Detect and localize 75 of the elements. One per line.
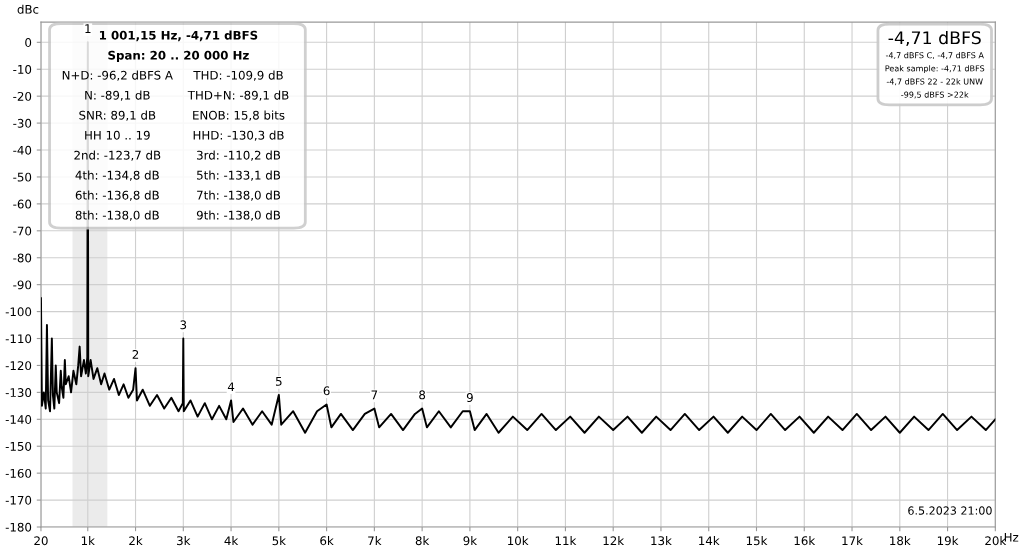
annotation: 6 <box>323 386 330 396</box>
x-tick-label: 16k <box>794 536 816 546</box>
y-tick-label: -110 <box>5 334 32 344</box>
annotation: SNR: 89,1 dB <box>79 110 156 121</box>
x-tick-label: 15k <box>746 536 768 546</box>
y-tick-label: -80 <box>13 253 32 263</box>
y-tick-label: -70 <box>13 226 32 236</box>
x-tick-label: 5k <box>272 536 286 546</box>
annotation: THD+N: -89,1 dB <box>187 90 289 101</box>
y-tick-label: -150 <box>5 441 32 451</box>
y-tick-label: -50 <box>13 172 32 182</box>
annotation: 1 001,15 Hz, -4,71 dBFS <box>99 30 258 42</box>
x-tick-label: 18k <box>890 536 911 546</box>
y-tick-label: -130 <box>5 388 32 398</box>
annotation: 4th: -134,8 dB <box>75 170 159 181</box>
y-tick-label: -90 <box>13 280 32 290</box>
annotation: -4,7 dBFS C, -4,7 dBFS A <box>885 52 984 60</box>
annotation: 4 <box>227 382 235 392</box>
annotation: 3rd: -110,2 dB <box>197 150 281 161</box>
annotation: -4,7 dBFS 22 - 22k UNW <box>886 78 983 86</box>
annotation: 9 <box>466 393 473 402</box>
x-tick-label: 20 <box>34 536 48 546</box>
y-tick-label: -40 <box>13 145 32 155</box>
y-axis-title: dBc <box>17 4 39 14</box>
x-tick-label: 10k <box>508 536 529 546</box>
y-tick-label: -160 <box>5 468 32 478</box>
y-tick-label: -170 <box>5 495 32 505</box>
annotation: HHD: -130,3 dB <box>193 130 284 141</box>
annotation: 7 <box>371 390 378 400</box>
y-tick-label: -140 <box>5 415 32 424</box>
annotation: ENOB: 15,8 bits <box>193 110 285 121</box>
x-tick-label: 13k <box>651 536 672 546</box>
x-tick-label: 3k <box>177 536 191 546</box>
x-tick-label: 14k <box>699 536 720 546</box>
annotation: 2nd: -123,7 dB <box>74 150 161 161</box>
annotation: THD: -109,9 dB <box>193 70 283 81</box>
x-tick-label: 2k <box>129 536 143 546</box>
x-tick-label: 4k <box>224 536 239 546</box>
annotation: N+D: -96,2 dBFS A <box>62 70 173 81</box>
annotation: 5th: -133,1 dB <box>197 170 281 181</box>
y-tick-label: -30 <box>13 118 32 128</box>
x-tick-label: 9k <box>463 536 478 546</box>
annotation: HH 10 .. 19 <box>85 130 150 140</box>
annotation: -4,71 dBFS <box>888 30 981 47</box>
annotation: 3 <box>180 320 187 330</box>
y-tick-label: 0 <box>25 38 32 47</box>
annotation: -99,5 dBFS >22k <box>901 91 969 99</box>
y-tick-label: -100 <box>5 307 32 317</box>
y-tick-label: -180 <box>5 522 32 532</box>
annotation: 2 <box>132 349 139 359</box>
x-tick-label: 11k <box>555 536 577 546</box>
annotation: 8 <box>419 390 426 400</box>
x-tick-label: 20k <box>985 536 1007 546</box>
annotation: Span: 20 .. 20 000 Hz <box>108 50 249 62</box>
x-tick-label: 19k <box>937 536 959 546</box>
x-tick-label: 8k <box>415 536 430 546</box>
annotation: 6.5.2023 21:00 <box>908 506 992 515</box>
y-tick-label: -120 <box>5 361 32 371</box>
x-tick-label: 1k <box>81 536 95 546</box>
y-tick-label: -10 <box>13 64 32 74</box>
annotation: 5 <box>275 377 282 386</box>
annotation: 1 <box>85 24 91 33</box>
annotation: Peak sample: -4,71 dBFS <box>885 65 985 73</box>
x-tick-label: 17k <box>842 536 863 546</box>
x-tick-label: 12k <box>603 536 625 546</box>
y-tick-label: -20 <box>13 91 32 101</box>
annotation: 6th: -136,8 dB <box>75 190 159 201</box>
annotation: N: -89,1 dB <box>85 90 150 101</box>
annotation: 9th: -138,0 dB <box>196 210 281 221</box>
y-tick-label: -60 <box>13 199 32 209</box>
x-tick-label: 6k <box>320 536 334 546</box>
annotation: 7th: -138,0 dB <box>197 190 281 201</box>
x-axis-title: Hz <box>1004 532 1019 542</box>
annotation: 8th: -138,0 dB <box>75 210 159 221</box>
x-tick-label: 7k <box>368 536 382 546</box>
